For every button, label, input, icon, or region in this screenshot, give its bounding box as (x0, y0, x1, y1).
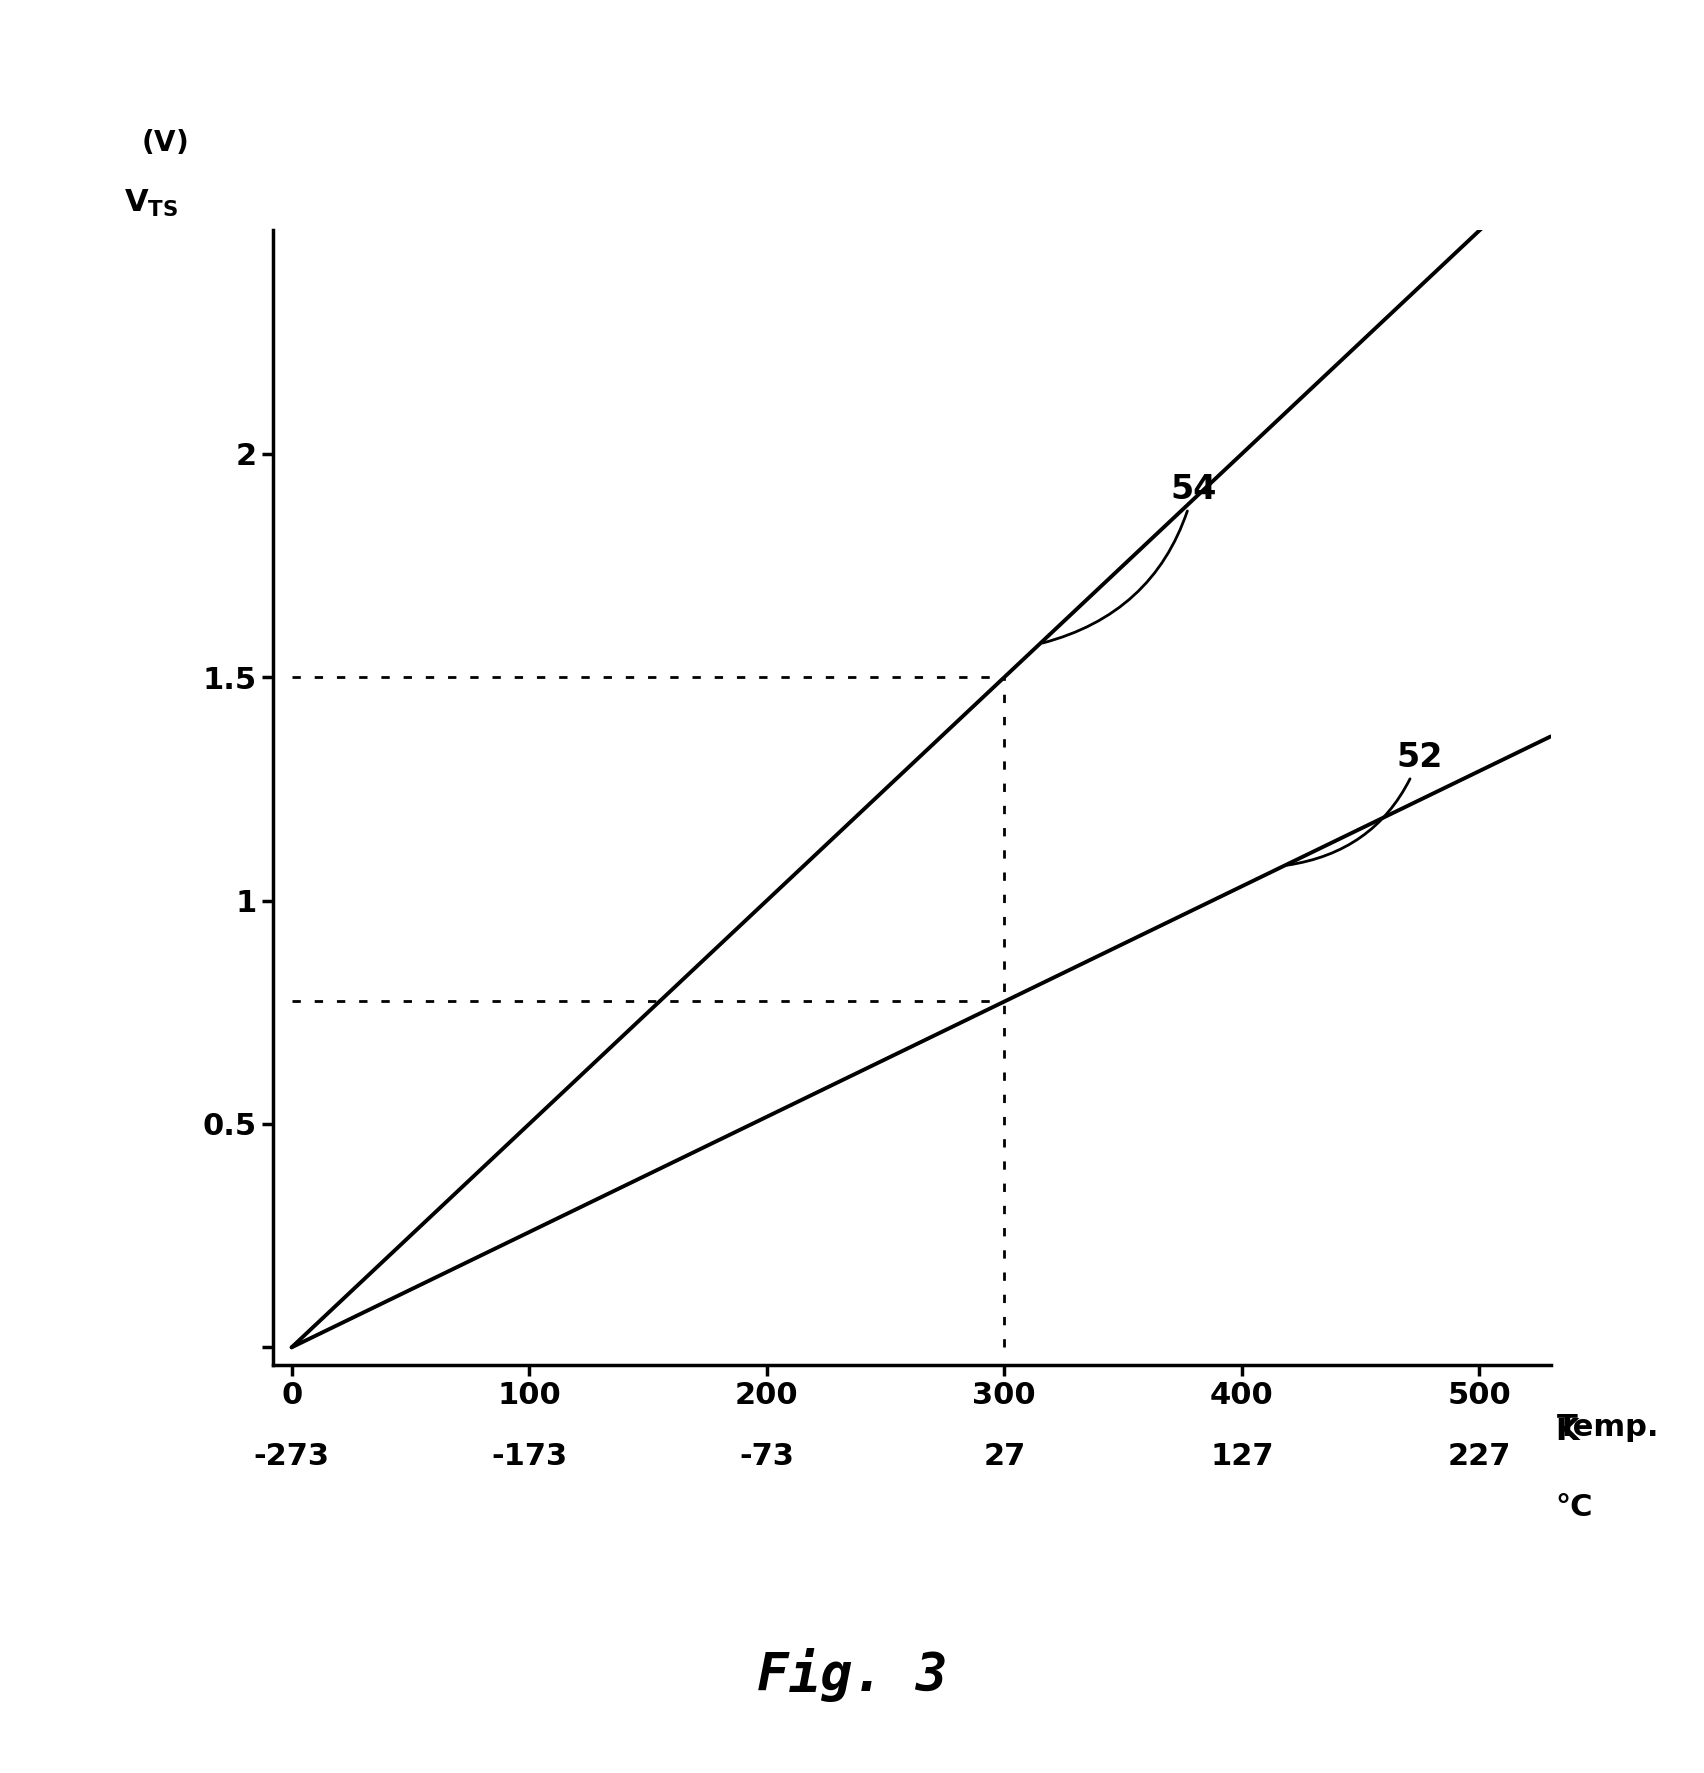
Text: Temp.: Temp. (1557, 1413, 1660, 1441)
Text: °C: °C (1556, 1493, 1593, 1521)
Text: $\mathbf{V_{TS}}$: $\mathbf{V_{TS}}$ (124, 188, 179, 220)
Text: Fig. 3: Fig. 3 (757, 1649, 947, 1702)
Text: $\mathbf{(V)}$: $\mathbf{(V)}$ (141, 128, 187, 156)
Text: K: K (1556, 1417, 1580, 1445)
Text: 54: 54 (1043, 473, 1217, 644)
Text: 52: 52 (1287, 741, 1443, 865)
